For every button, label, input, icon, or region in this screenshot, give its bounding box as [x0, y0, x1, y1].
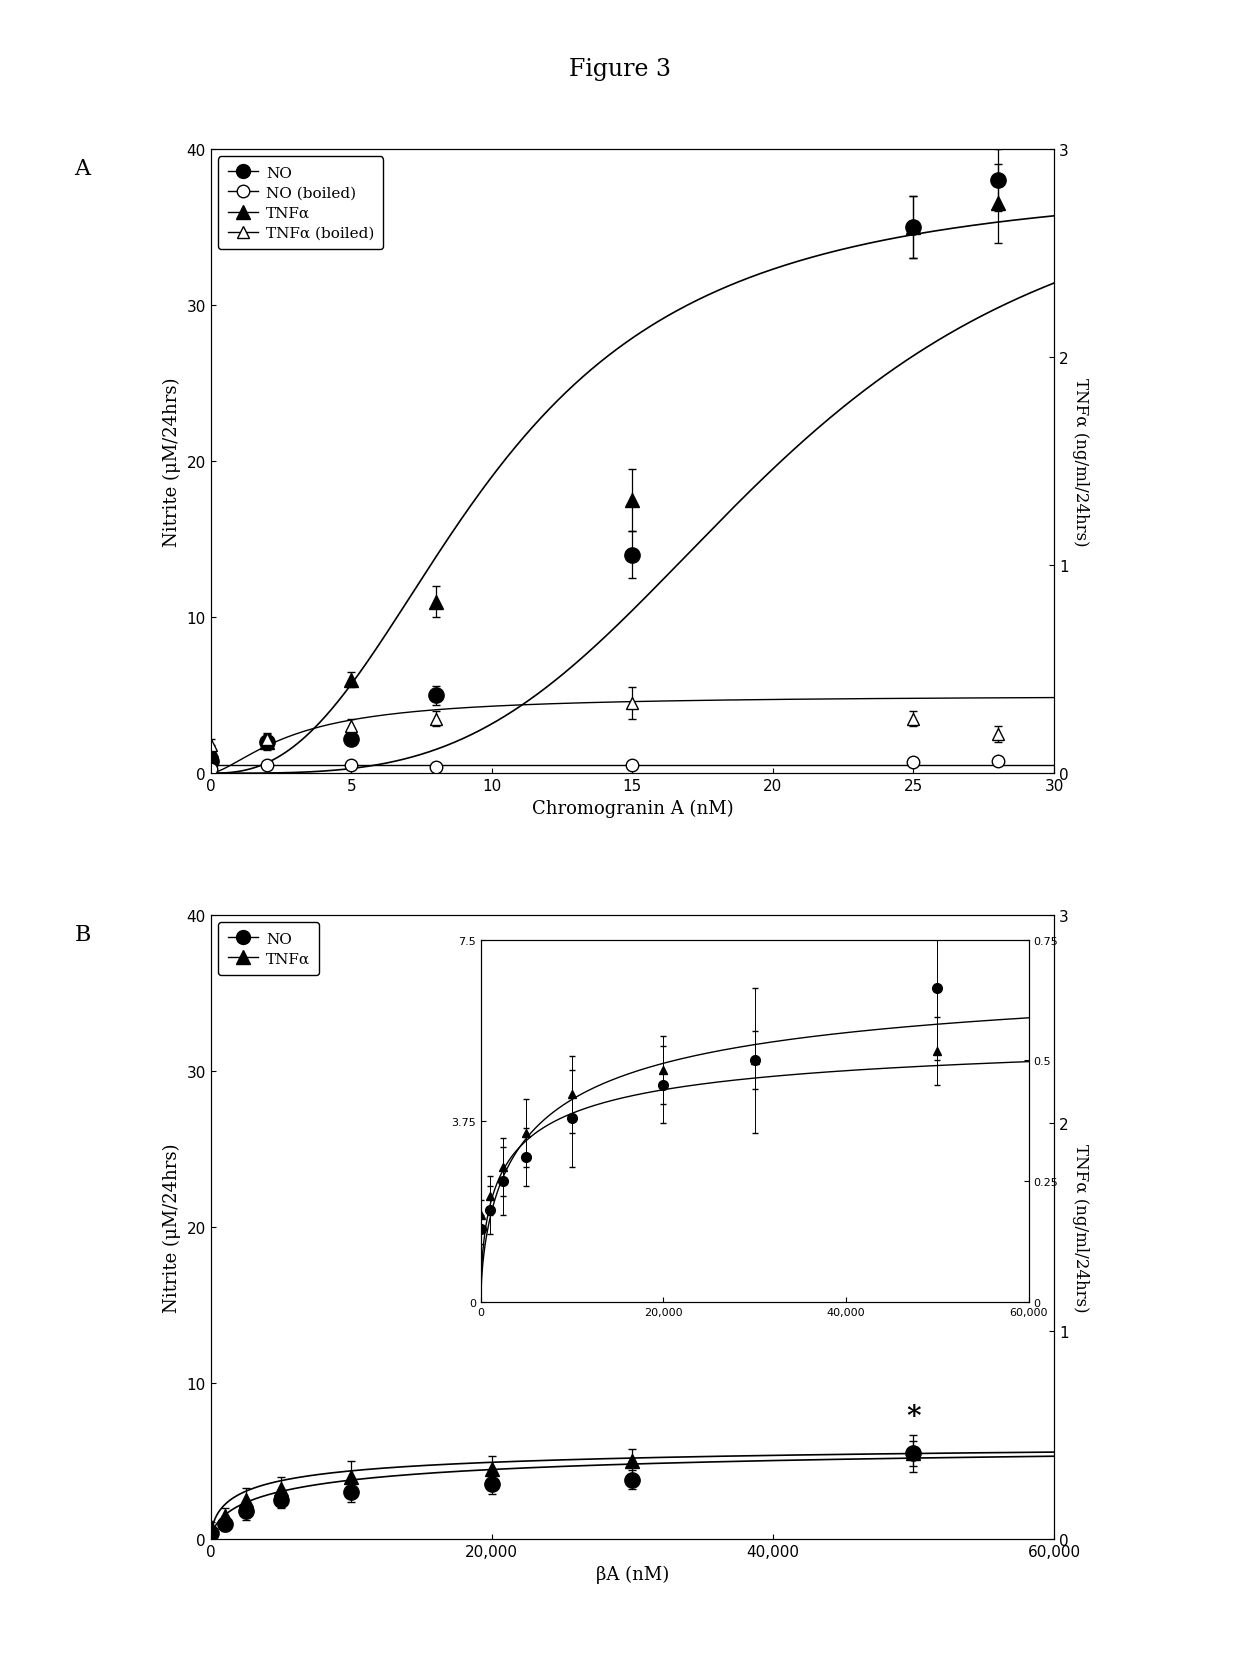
- Y-axis label: Nitrite (μM/24hrs): Nitrite (μM/24hrs): [162, 378, 181, 546]
- Y-axis label: TNFα (ng/ml/24hrs): TNFα (ng/ml/24hrs): [1073, 1143, 1090, 1311]
- Y-axis label: TNFα (ng/ml/24hrs): TNFα (ng/ml/24hrs): [1073, 378, 1090, 546]
- X-axis label: βA (nM): βA (nM): [595, 1564, 670, 1582]
- Text: *: *: [906, 1403, 921, 1429]
- Legend: NO, TNFα: NO, TNFα: [218, 924, 319, 975]
- Y-axis label: Nitrite (μM/24hrs): Nitrite (μM/24hrs): [162, 1143, 181, 1311]
- Text: B: B: [74, 924, 91, 945]
- Text: Figure 3: Figure 3: [569, 58, 671, 82]
- Text: A: A: [74, 158, 91, 180]
- Legend: NO, NO (boiled), TNFα, TNFα (boiled): NO, NO (boiled), TNFα, TNFα (boiled): [218, 158, 383, 250]
- X-axis label: Chromogranin A (nM): Chromogranin A (nM): [532, 799, 733, 817]
